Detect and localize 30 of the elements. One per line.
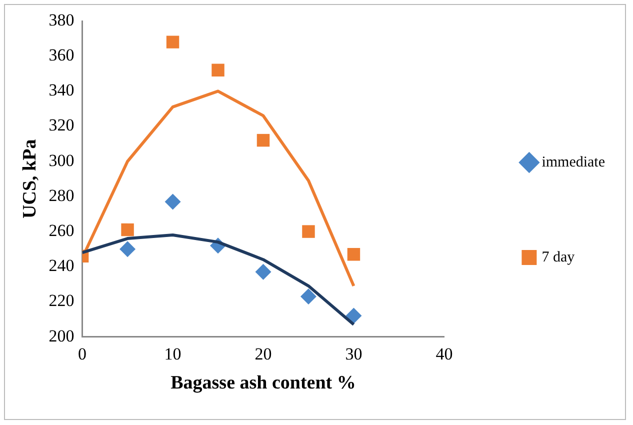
x-axis-title: Bagasse ash content % — [170, 372, 356, 394]
point — [346, 308, 362, 324]
point — [166, 36, 180, 48]
legend-label: 7 day — [542, 249, 576, 266]
point — [164, 194, 181, 210]
point — [347, 248, 360, 261]
point — [121, 223, 134, 236]
y-tick-label: 320 — [48, 116, 74, 135]
x-tick-label: 10 — [164, 344, 182, 364]
x-tick-label: 0 — [78, 344, 87, 364]
y-tick-label: 260 — [48, 221, 74, 240]
y-tick-label: 360 — [48, 46, 74, 65]
y-tick-label: 380 — [48, 10, 74, 30]
y-tick-label: 240 — [48, 256, 74, 276]
x-tick-label: 20 — [254, 344, 272, 364]
point — [255, 264, 272, 280]
point — [256, 134, 270, 147]
point — [120, 241, 136, 258]
x-tick-label: 40 — [436, 344, 453, 364]
y-tick-label: 200 — [48, 326, 74, 346]
point — [302, 225, 315, 238]
x-tick-label: 30 — [345, 344, 362, 364]
point — [212, 64, 224, 76]
y-tick-label: 280 — [48, 186, 74, 205]
y-axis-title: UCS, kPa — [19, 138, 40, 218]
y-tick-label: 340 — [48, 80, 74, 100]
legend-label: immediate — [542, 154, 606, 170]
y-tick-label: 220 — [48, 291, 74, 310]
point — [300, 288, 316, 304]
y-tick-label: 300 — [48, 150, 74, 170]
